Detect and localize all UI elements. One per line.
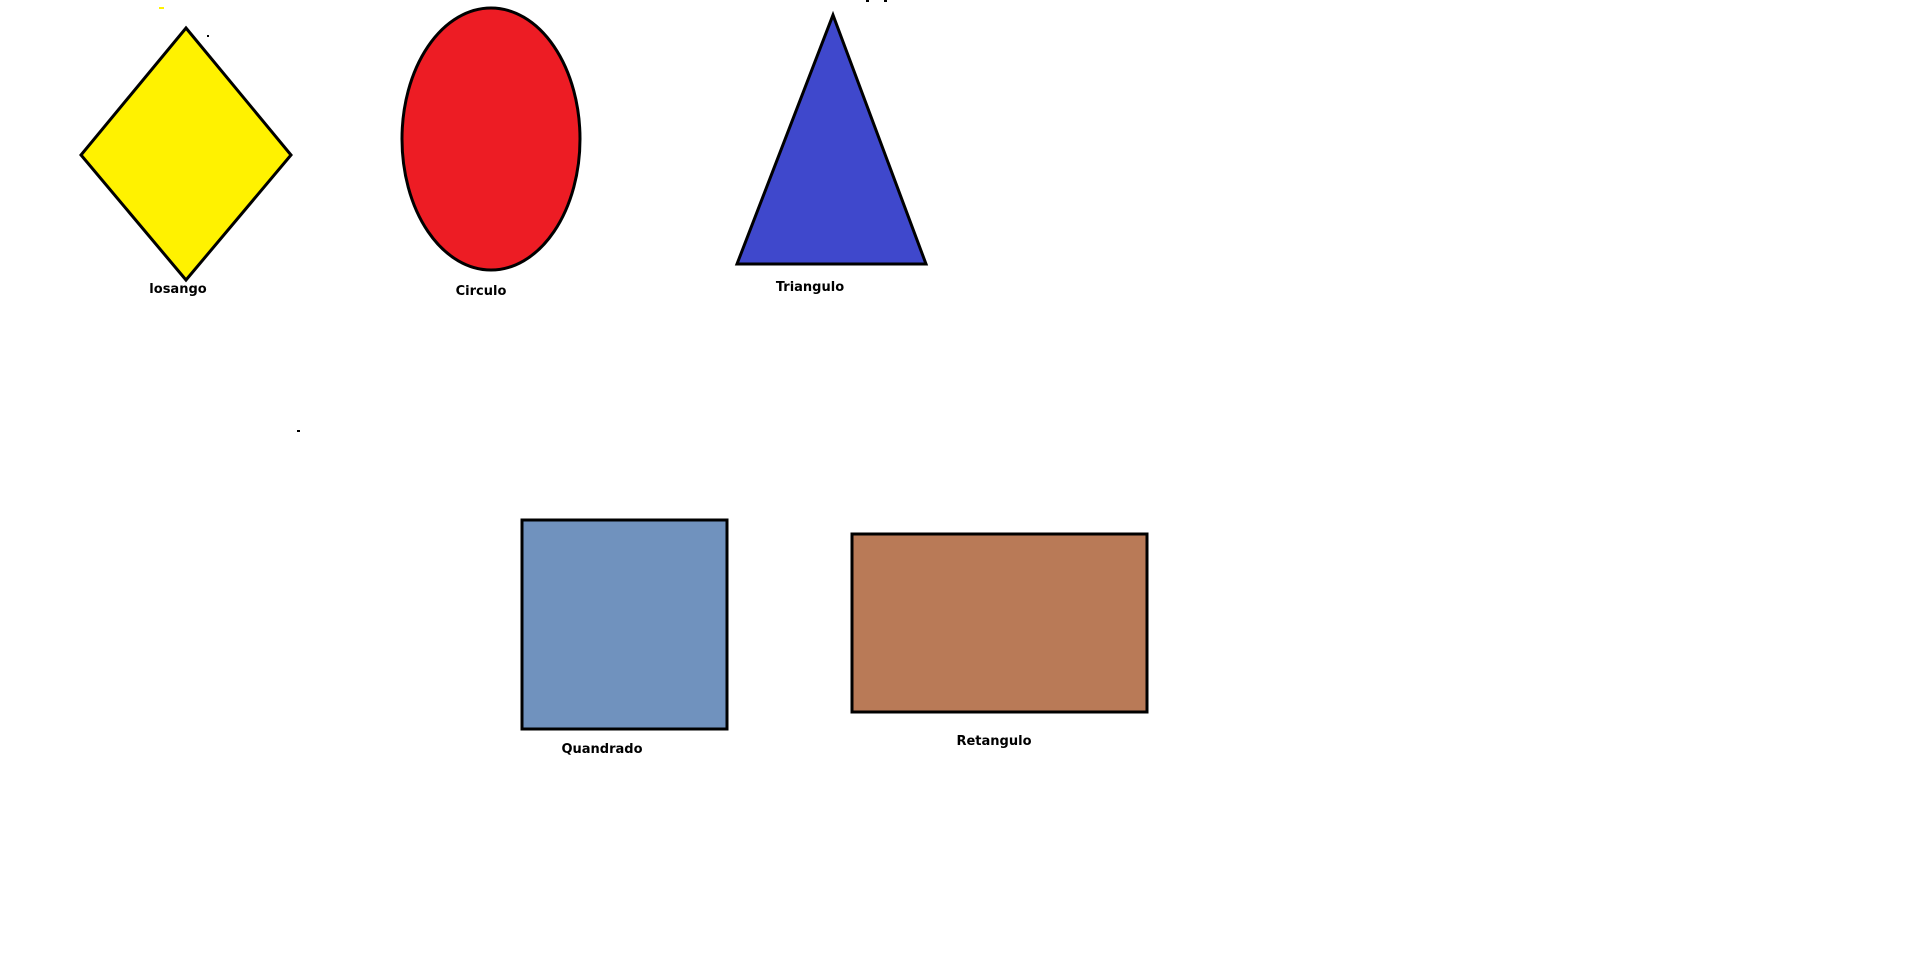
stray-dot — [207, 35, 209, 37]
stray-dot — [866, 0, 869, 2]
quadrado-label: Quandrado — [561, 742, 643, 757]
triangulo-label: Triangulo — [775, 280, 845, 295]
diamond-shape — [79, 25, 293, 283]
square-shape — [520, 518, 729, 731]
stray-dot — [297, 430, 300, 432]
losango-label: losango — [149, 282, 207, 297]
circle-shape — [400, 6, 582, 272]
retangulo-label: Retangulo — [956, 734, 1032, 749]
circulo-label: Circulo — [455, 284, 507, 299]
yellow-speck — [159, 7, 164, 9]
triangle-shape — [734, 10, 929, 266]
stray-dot — [884, 0, 887, 2]
rectangle-shape — [850, 532, 1149, 714]
